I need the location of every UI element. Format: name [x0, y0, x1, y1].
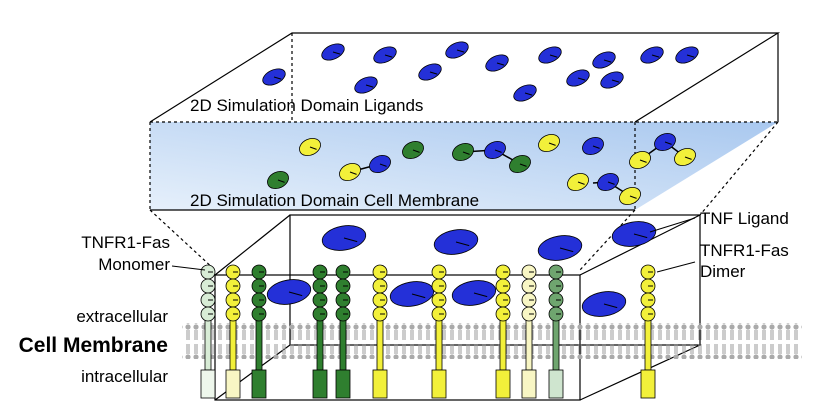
ligand-mark [411, 293, 426, 299]
membrane-domain-label: 2D Simulation Domain Cell Membrane [190, 191, 479, 210]
ligand-mark [651, 54, 660, 58]
monomer-label: Monomer [98, 255, 170, 274]
ligand-box [149, 32, 781, 123]
receptor-stalk [229, 319, 237, 371]
dimer-label: Dimer [700, 262, 746, 281]
ligand-mark [664, 141, 672, 145]
receptor-stalk [525, 319, 533, 371]
ligand-mark [639, 159, 647, 163]
ligand-mark [603, 59, 612, 63]
extracellular-label: extracellular [76, 307, 168, 326]
ligand-mark [384, 54, 393, 58]
ligand-mark [548, 142, 556, 146]
ligand-mark [343, 237, 358, 243]
ligand-mark [494, 149, 502, 153]
receptor-stalk [339, 319, 347, 371]
receptor-tail [372, 369, 388, 399]
ligand-mark [365, 84, 374, 88]
monomer-label: TNFR1-Fas [81, 233, 170, 252]
ligand-mark [549, 54, 558, 58]
ligands-domain-label: 2D Simulation Domain Ligands [190, 96, 423, 115]
receptor-tail [640, 369, 656, 399]
ligand-mark [524, 92, 533, 96]
receptor-tail [200, 369, 216, 399]
ligand-mark [277, 179, 285, 183]
receptor-stalk [644, 319, 652, 371]
ligand-mark [332, 51, 341, 55]
ligand-mark [519, 163, 527, 167]
receptor-tail [521, 369, 537, 399]
receptor-tail [251, 369, 267, 399]
ligand-mark [577, 77, 586, 81]
receptor-stalk [552, 319, 560, 371]
receptor-tail [312, 369, 328, 399]
ligand-mark [592, 145, 600, 149]
callout-lines [171, 217, 696, 273]
ligand-mark [603, 303, 618, 309]
tnf-ligand-label: TNF Ligand [700, 209, 789, 228]
molecules [200, 41, 699, 399]
cell-membrane-label: Cell Membrane [19, 334, 168, 357]
dimer-label: TNFR1-Fas [700, 241, 789, 260]
ligand-mark [686, 54, 695, 58]
ligand-mark [456, 49, 465, 53]
ligand-mark [684, 156, 692, 160]
receptor-tail [335, 369, 351, 399]
receptor-tail [495, 369, 511, 399]
ligand-mark [577, 181, 585, 185]
intracellular-label: intracellular [81, 367, 168, 386]
receptor-tail [225, 369, 241, 399]
receptor-tail [431, 369, 447, 399]
ligand-mark [607, 181, 615, 185]
ligand-mark [379, 163, 387, 167]
receptor-stalk [204, 319, 212, 371]
ligand-mark [611, 79, 620, 83]
receptor-stalk [316, 319, 324, 371]
receptor-stalk [376, 319, 384, 371]
ligand-mark [349, 171, 357, 175]
ligand-mark [629, 195, 637, 199]
ligand-mark [633, 233, 648, 239]
ligand-mark [559, 247, 574, 253]
ligand-mark [455, 241, 470, 247]
lipid-bilayer [182, 323, 802, 359]
receptor-stalk [499, 319, 507, 371]
ligand-mark [288, 291, 303, 297]
ligand-mark [462, 151, 470, 155]
ligand-mark [429, 71, 438, 75]
ligand-mark [273, 76, 282, 80]
receptor-tail [548, 369, 564, 399]
receptor-stalk [255, 319, 263, 371]
ligand-mark [412, 149, 420, 153]
ligand-mark [496, 62, 505, 66]
ligand-mark [473, 292, 488, 298]
receptor-stalk [435, 319, 443, 371]
ligand-mark [309, 146, 317, 150]
